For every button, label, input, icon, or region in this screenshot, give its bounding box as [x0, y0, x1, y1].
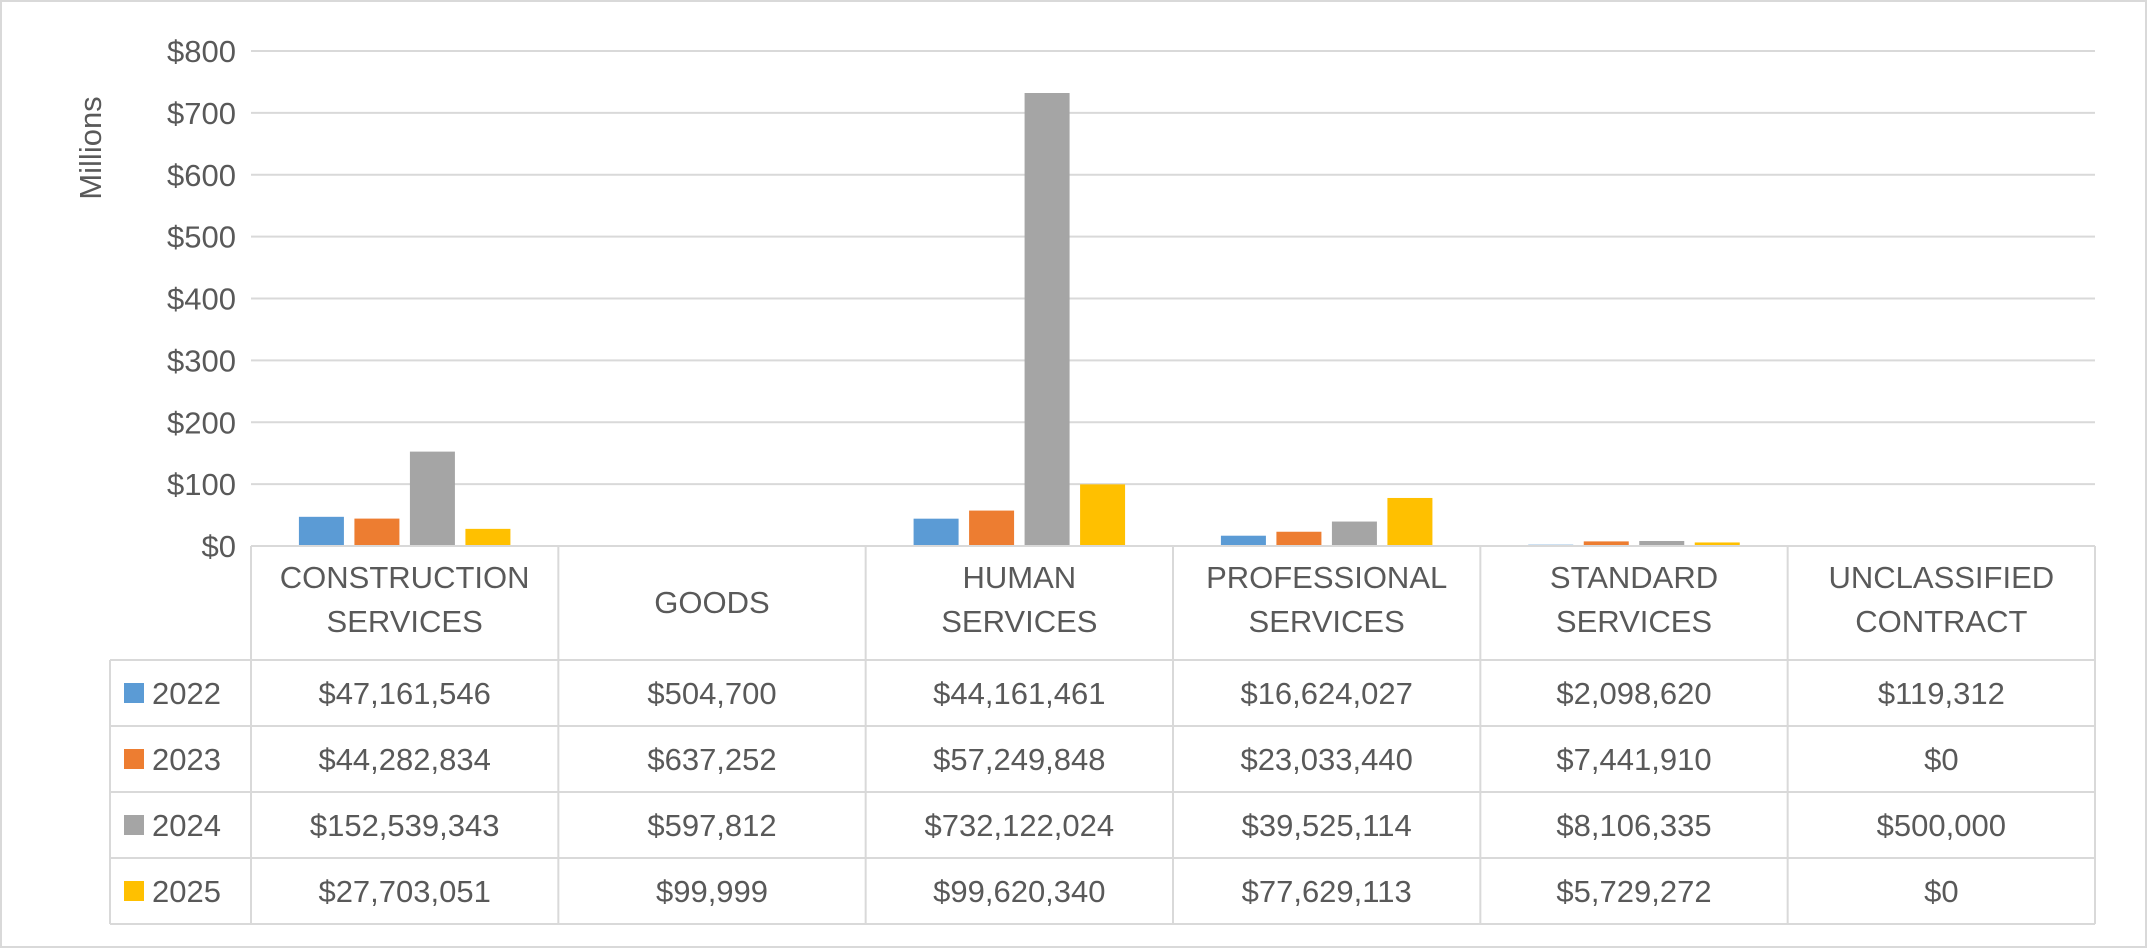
table-cell: $99,999 — [656, 874, 768, 909]
category-label: SERVICES — [1249, 604, 1405, 639]
bar-2025 — [1387, 497, 1433, 546]
y-tick-label: $700 — [167, 96, 236, 131]
table-cell: $8,106,335 — [1556, 808, 1711, 843]
legend-label: 2024 — [152, 808, 221, 843]
table-cell: $16,624,027 — [1240, 676, 1412, 711]
table-cell: $99,620,340 — [933, 874, 1105, 909]
bar-2023 — [1583, 541, 1629, 546]
bar-2022 — [298, 516, 344, 546]
bar-2025 — [1694, 542, 1740, 546]
bar-2022 — [913, 518, 959, 546]
y-tick-label: $500 — [167, 220, 236, 255]
legend-swatch-2023 — [124, 749, 144, 769]
bar-2022 — [1220, 535, 1266, 546]
table-cell: $637,252 — [647, 742, 776, 777]
category-label: CONTRACT — [1855, 604, 2027, 639]
table-cell: $23,033,440 — [1240, 742, 1412, 777]
table-cell: $39,525,114 — [1242, 808, 1412, 843]
bar-2023 — [1276, 531, 1322, 546]
table-cell: $152,539,343 — [310, 808, 500, 843]
y-tick-label: $400 — [167, 282, 236, 317]
y-tick-label: $200 — [167, 405, 236, 440]
table-cell: $44,161,461 — [933, 676, 1105, 711]
table-cell: $0 — [1924, 742, 1958, 777]
bar-2023 — [969, 510, 1015, 546]
table-cell: $5,729,272 — [1556, 874, 1711, 909]
category-label: STANDARD — [1550, 560, 1718, 595]
table-cell: $504,700 — [647, 676, 776, 711]
table-cell: $7,441,910 — [1556, 742, 1711, 777]
table-cell: $119,312 — [1878, 676, 2005, 711]
category-label: SERVICES — [1556, 604, 1712, 639]
bar-2024 — [1639, 540, 1685, 546]
legend-swatch-2022 — [124, 683, 144, 703]
y-tick-label: $300 — [167, 343, 236, 378]
table-cell: $597,812 — [647, 808, 776, 843]
table-cell: $2,098,620 — [1556, 676, 1711, 711]
category-label: UNCLASSIFIED — [1828, 560, 2054, 595]
table-cell: $44,282,834 — [318, 742, 490, 777]
table-cell: $27,703,051 — [318, 874, 490, 909]
legend-label: 2022 — [152, 676, 221, 711]
y-axis-label: Millions — [73, 96, 108, 199]
bar-2025 — [1080, 484, 1126, 546]
table-cell: $500,000 — [1877, 808, 2006, 843]
bar-2024 — [1024, 92, 1070, 546]
table-cell: $57,249,848 — [933, 742, 1105, 777]
category-label: SERVICES — [941, 604, 1097, 639]
bar-2024 — [1331, 521, 1377, 546]
table-cell: $732,122,024 — [925, 808, 1115, 843]
category-label: GOODS — [654, 585, 769, 620]
category-label: PROFESSIONAL — [1206, 560, 1447, 595]
legend-swatch-2025 — [124, 881, 144, 901]
y-tick-label: $600 — [167, 158, 236, 193]
category-label: SERVICES — [327, 604, 483, 639]
bar-2023 — [354, 518, 400, 546]
bar-2025 — [465, 528, 511, 546]
table-cell: $0 — [1924, 874, 1958, 909]
y-tick-label: $0 — [202, 529, 236, 564]
bar-2024 — [409, 451, 455, 546]
legend-swatch-2024 — [124, 815, 144, 835]
y-tick-label: $800 — [167, 34, 236, 69]
category-label: CONSTRUCTION — [280, 560, 530, 595]
category-label: HUMAN — [962, 560, 1076, 595]
table-cell: $47,161,546 — [318, 676, 490, 711]
y-tick-label: $100 — [167, 467, 236, 502]
legend-label: 2023 — [152, 742, 221, 777]
table-cell: $77,629,113 — [1242, 874, 1412, 909]
legend-label: 2025 — [152, 874, 221, 909]
